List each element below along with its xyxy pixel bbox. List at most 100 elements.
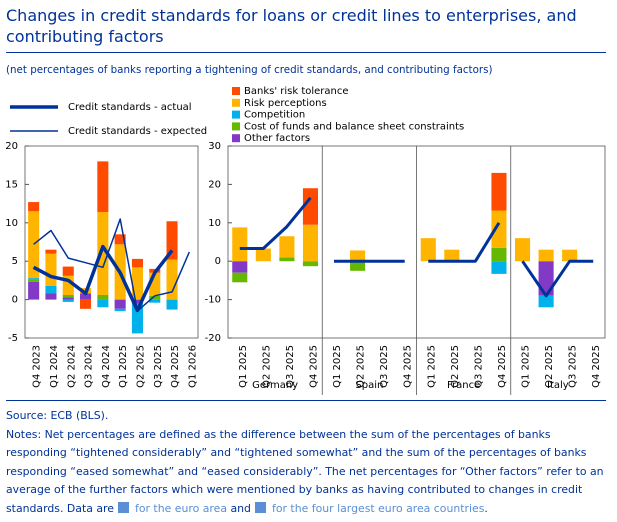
- line: [428, 222, 501, 263]
- legend-label: Banks' risk tolerance: [244, 86, 349, 97]
- bar-segment: [255, 248, 271, 262]
- legend-label: Other factors: [244, 133, 310, 144]
- bar-segment: [97, 161, 109, 213]
- x-tick-label: Q2 2025: [450, 345, 461, 388]
- bar-segment: [232, 261, 248, 273]
- y-tick-label: -10: [205, 295, 221, 306]
- x-tick-label: Q1 2025: [238, 345, 249, 388]
- bar-segment: [562, 249, 578, 262]
- y-tick-label: 0: [12, 295, 18, 306]
- bar-segment: [80, 293, 92, 300]
- bar-segment: [62, 275, 74, 295]
- link-icon[interactable]: [117, 501, 129, 513]
- y-tick-label: -20: [205, 333, 221, 344]
- bar-segment: [232, 272, 248, 283]
- x-tick-label: Q3 2024: [84, 345, 95, 388]
- notes-text: and: [230, 501, 251, 515]
- bar-segment: [514, 238, 531, 262]
- x-tick-label: Q3 2025: [473, 345, 484, 388]
- legend-label: Credit standards - actual: [68, 102, 192, 113]
- x-tick-label: Q4 2025: [308, 345, 319, 388]
- bar-segment: [279, 257, 295, 262]
- footer: Source: ECB (BLS). Notes: Net percentage…: [6, 407, 612, 518]
- bar-segment: [114, 299, 126, 309]
- bar-segment: [149, 272, 161, 296]
- bar-segment: [538, 295, 554, 308]
- x-tick-label: Q2 2025: [356, 345, 367, 388]
- y-tick-label: 15: [5, 179, 18, 190]
- group-label: Italy: [547, 380, 569, 391]
- legend-label: Competition: [244, 110, 305, 121]
- x-tick-label: Q4 2025: [403, 345, 414, 388]
- group-label: Spain: [355, 380, 383, 391]
- bar-segment: [28, 278, 40, 280]
- group-label: France: [447, 380, 480, 391]
- x-tick-label: Q1 2024: [49, 345, 60, 388]
- bar-segment: [62, 297, 74, 300]
- bar-segment: [491, 261, 507, 274]
- source: Source: ECB (BLS).: [6, 409, 109, 422]
- notes: Notes: Net percentages are defined as th…: [6, 426, 612, 519]
- link-icon[interactable]: [254, 501, 266, 513]
- x-tick-label: Q2 2025: [261, 345, 272, 388]
- x-tick-label: Q4 2024: [101, 345, 112, 388]
- x-tick-label: Q1 2025: [332, 345, 343, 388]
- bar-segment: [166, 221, 178, 260]
- line: [33, 218, 190, 312]
- legend-label: Credit standards - expected: [68, 126, 207, 137]
- bar-segment: [28, 211, 40, 279]
- bar-segment: [131, 299, 143, 304]
- legend-label: Cost of funds and balance sheet constrai…: [244, 121, 464, 132]
- bar-segment: [45, 249, 57, 254]
- bar-segment: [166, 259, 178, 300]
- bar-segment: [62, 266, 74, 276]
- bar-segment: [114, 308, 126, 312]
- bar-segment: [97, 299, 109, 308]
- rule: [6, 400, 606, 401]
- bar-segment: [302, 261, 319, 267]
- bar-segment: [45, 293, 57, 300]
- legend-swatch: [232, 110, 240, 119]
- y-tick-label: 20: [208, 179, 221, 190]
- subtitle: (net percentages of banks reporting a ti…: [6, 64, 493, 76]
- chart: -5 0 5 10 15 20 Q4 2023 Q1 2024 Q2 2024 Q3 2024 Q4…: [5, 86, 606, 395]
- bar-segment: [302, 188, 319, 225]
- bar-segment: [97, 212, 109, 295]
- y-tick-label: 20: [5, 141, 18, 152]
- bar-segment: [97, 294, 109, 300]
- notes-text: Notes: Net percentages are defined as th…: [6, 427, 604, 515]
- bar-segment: [131, 258, 143, 268]
- bar-segment: [444, 249, 460, 262]
- bar-segment: [350, 261, 366, 271]
- x-tick-label: Q1 2025: [118, 345, 129, 388]
- bar-segment: [114, 234, 126, 245]
- link[interactable]: for the four largest euro area countries: [271, 501, 485, 515]
- x-tick-label: Q3 2025: [568, 345, 579, 388]
- x-tick-label: Q4 2023: [32, 345, 43, 388]
- notes-text: .: [484, 501, 488, 515]
- y-tick-label: -5: [8, 333, 18, 344]
- bar-segment: [491, 247, 507, 262]
- bar-segment: [131, 303, 143, 334]
- group-label: Germany: [252, 380, 298, 391]
- bar-segment: [350, 250, 366, 262]
- bar-segment: [538, 249, 554, 262]
- y-tick-label: 10: [208, 218, 221, 229]
- y-tick-label: 30: [208, 141, 221, 152]
- line: [521, 259, 594, 298]
- bar-segment: [62, 299, 74, 302]
- x-tick-label: Q1 2026: [187, 345, 198, 388]
- x-tick-label: Q4 2025: [591, 345, 602, 388]
- x-tick-label: Q1 2025: [521, 345, 532, 388]
- line: [239, 196, 312, 250]
- x-tick-label: Q4 2025: [497, 345, 508, 388]
- bar-segment: [28, 279, 40, 282]
- legend-swatch: [232, 98, 240, 107]
- link[interactable]: for the euro area: [134, 501, 228, 515]
- legend-swatch: [232, 122, 240, 131]
- bar-segment: [45, 285, 57, 294]
- bar-segment: [45, 253, 57, 286]
- legend-swatch: [232, 87, 240, 95]
- bar-segment: [302, 224, 319, 262]
- x-tick-label: Q2 2024: [66, 345, 77, 388]
